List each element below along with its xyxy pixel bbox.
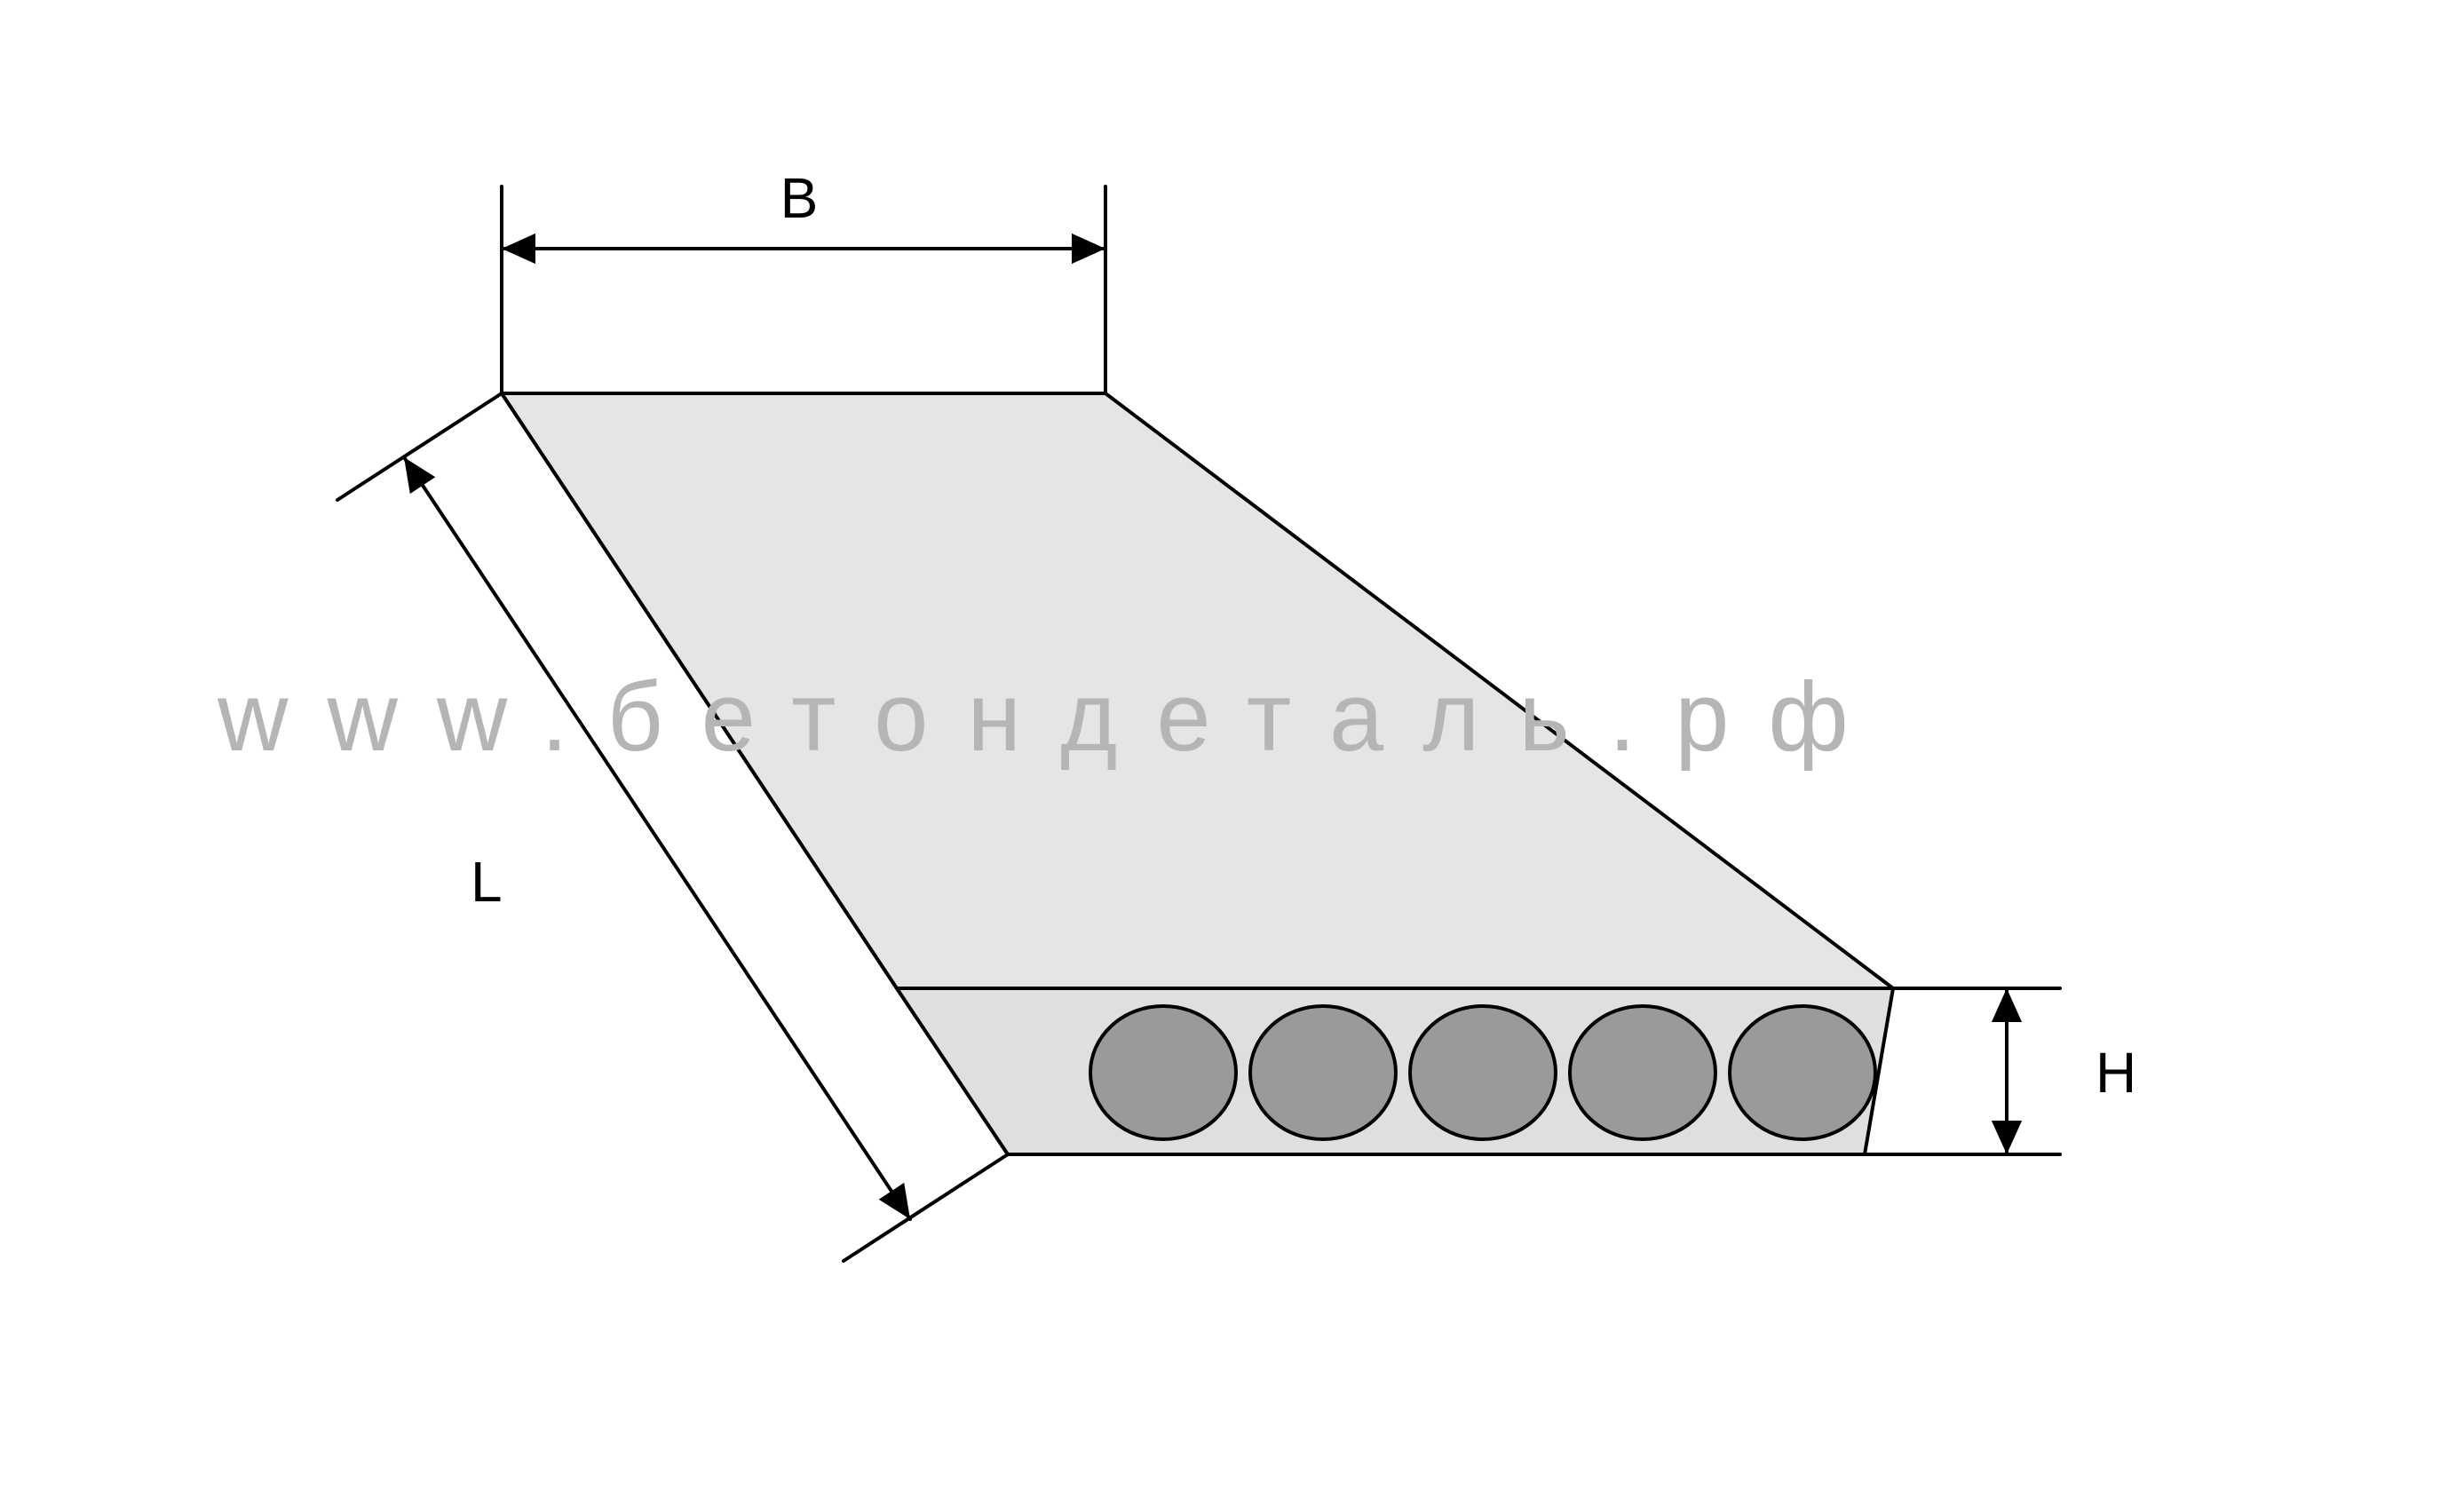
core-hole-5: [1730, 1006, 1875, 1139]
core-hole-1: [1090, 1006, 1236, 1139]
dim-l-label: L: [471, 850, 503, 914]
watermark-text: www.бетондеталь.рф: [217, 662, 1888, 772]
core-hole-2: [1250, 1006, 1396, 1139]
core-hole-4: [1570, 1006, 1715, 1139]
dim-b-label: B: [780, 166, 819, 230]
dim-h-label: H: [2096, 1041, 2136, 1105]
core-hole-3: [1410, 1006, 1556, 1139]
dim-l-ext2: [844, 1154, 1008, 1261]
